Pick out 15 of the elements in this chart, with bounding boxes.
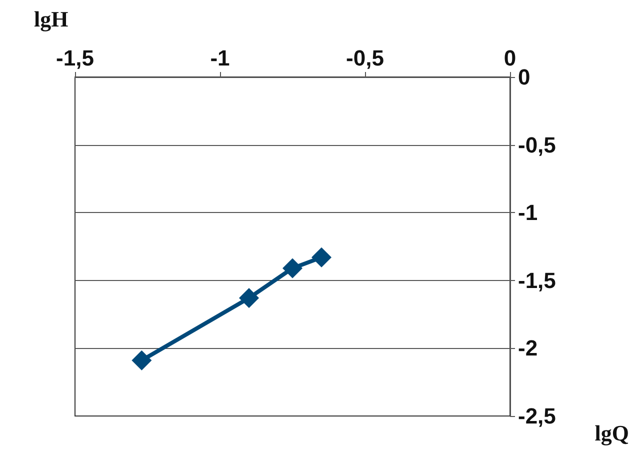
- y-tick-label: -1,5: [518, 268, 556, 293]
- x-axis-title: lgQ: [594, 420, 630, 446]
- x-tick-label: -0,5: [346, 46, 384, 70]
- point: [282, 258, 302, 278]
- y-tick-label: -1: [518, 200, 538, 226]
- point: [132, 350, 152, 370]
- point: [312, 247, 332, 268]
- x-tick-label: -1: [210, 46, 230, 70]
- y-tick-label: 0: [518, 64, 530, 90]
- y-axis-title: lgH: [34, 6, 68, 32]
- y-tick-label: -2,5: [518, 404, 556, 428]
- x-tick-label: -1,5: [56, 46, 94, 70]
- y-tick-label: -0,5: [518, 132, 556, 158]
- y-tick-label: -2: [518, 336, 538, 361]
- point: [239, 288, 259, 308]
